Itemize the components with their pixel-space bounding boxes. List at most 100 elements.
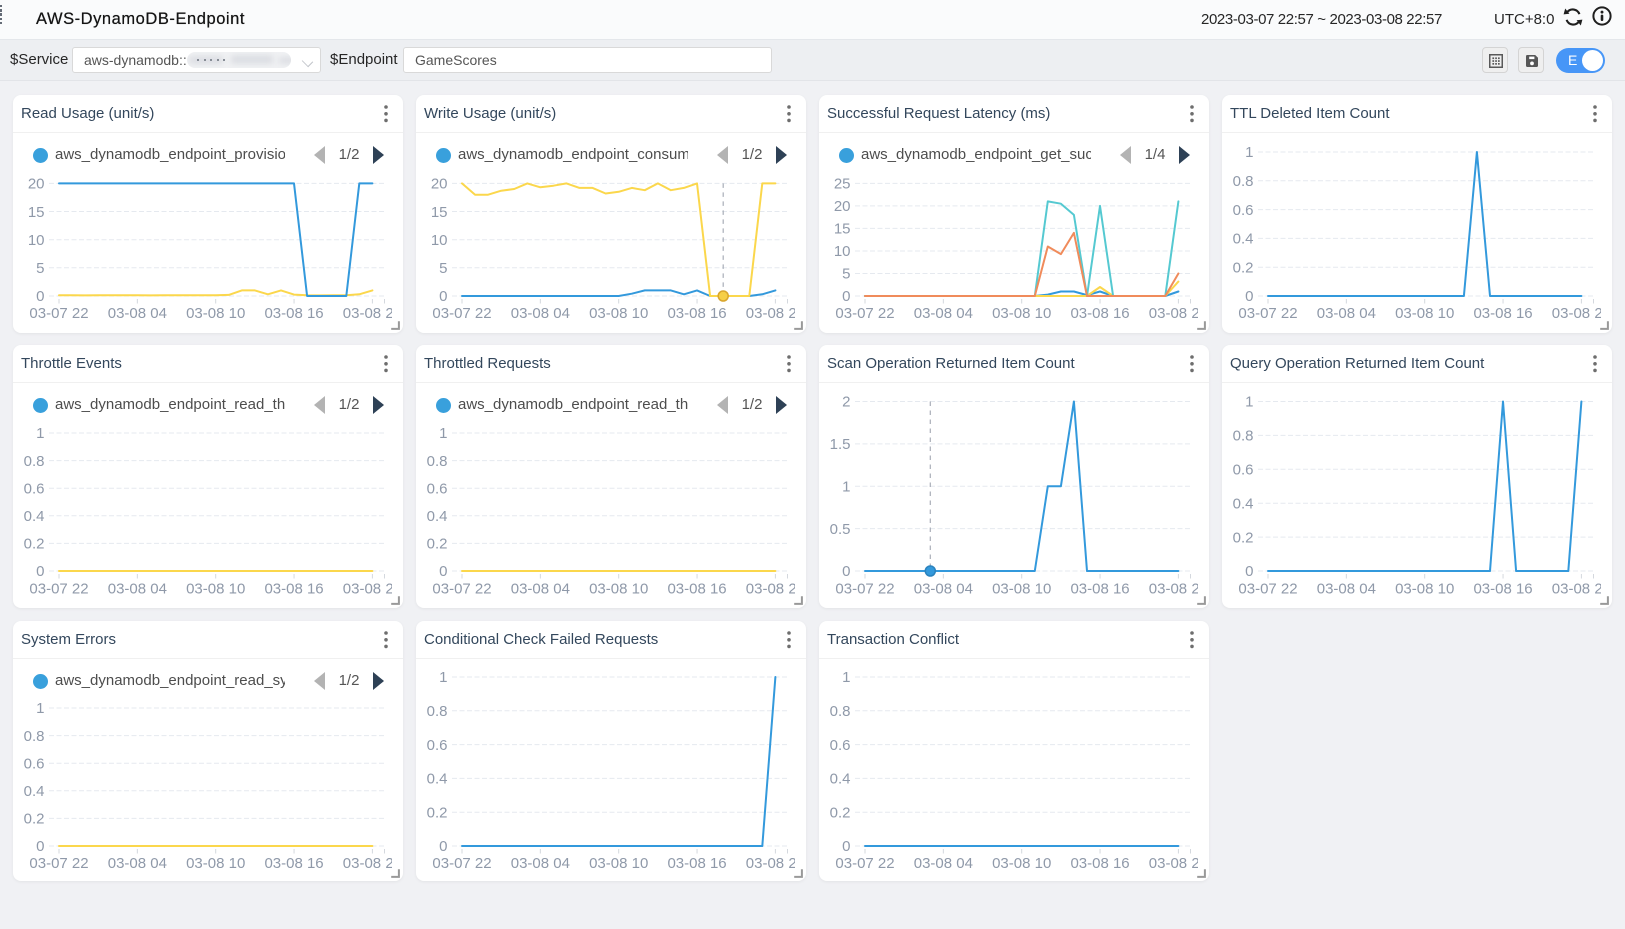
svg-text:0.2: 0.2 bbox=[830, 804, 851, 821]
svg-text:15: 15 bbox=[834, 221, 851, 238]
svg-text:0.2: 0.2 bbox=[24, 811, 45, 828]
svg-text:1: 1 bbox=[36, 425, 44, 442]
svg-text:10: 10 bbox=[431, 232, 448, 249]
svg-text:03-07 22: 03-07 22 bbox=[432, 855, 491, 872]
svg-text:0.4: 0.4 bbox=[830, 771, 851, 788]
svg-text:03-08 10: 03-08 10 bbox=[589, 855, 648, 872]
svg-text:03-08 22: 03-08 22 bbox=[1149, 581, 1198, 598]
svg-text:0.8: 0.8 bbox=[427, 453, 448, 470]
svg-text:03-08 04: 03-08 04 bbox=[108, 855, 167, 872]
svg-text:03-08 16: 03-08 16 bbox=[1070, 581, 1129, 598]
svg-text:1: 1 bbox=[36, 700, 44, 717]
svg-text:0.4: 0.4 bbox=[1233, 495, 1254, 512]
svg-text:0.8: 0.8 bbox=[24, 453, 45, 470]
svg-text:0: 0 bbox=[842, 563, 850, 580]
svg-text:2: 2 bbox=[842, 394, 850, 411]
svg-text:03-08 22: 03-08 22 bbox=[343, 305, 392, 322]
svg-text:03-08 10: 03-08 10 bbox=[589, 581, 648, 598]
svg-text:03-07 22: 03-07 22 bbox=[432, 305, 491, 322]
svg-text:10: 10 bbox=[834, 243, 851, 260]
svg-text:03-07 22: 03-07 22 bbox=[432, 581, 491, 598]
svg-text:03-08 16: 03-08 16 bbox=[1473, 581, 1532, 598]
svg-text:0.4: 0.4 bbox=[24, 508, 45, 525]
svg-text:0.2: 0.2 bbox=[427, 804, 448, 821]
svg-text:03-08 10: 03-08 10 bbox=[186, 305, 245, 322]
svg-text:15: 15 bbox=[28, 204, 45, 221]
svg-text:0.2: 0.2 bbox=[1233, 529, 1254, 546]
svg-text:03-08 22: 03-08 22 bbox=[1552, 305, 1601, 322]
svg-text:03-07 22: 03-07 22 bbox=[835, 305, 894, 322]
svg-text:03-08 16: 03-08 16 bbox=[1070, 305, 1129, 322]
svg-text:0.2: 0.2 bbox=[427, 536, 448, 553]
svg-text:03-08 16: 03-08 16 bbox=[1473, 305, 1532, 322]
svg-text:0: 0 bbox=[439, 838, 447, 855]
svg-text:0.6: 0.6 bbox=[830, 737, 851, 754]
svg-text:5: 5 bbox=[439, 260, 447, 277]
svg-text:0.5: 0.5 bbox=[830, 521, 851, 538]
svg-text:03-07 22: 03-07 22 bbox=[29, 581, 88, 598]
svg-text:0.2: 0.2 bbox=[24, 536, 45, 553]
svg-text:0.8: 0.8 bbox=[1233, 173, 1254, 190]
svg-text:03-08 22: 03-08 22 bbox=[746, 581, 795, 598]
svg-text:03-08 16: 03-08 16 bbox=[667, 581, 726, 598]
svg-text:0: 0 bbox=[439, 288, 447, 305]
svg-text:25: 25 bbox=[834, 176, 851, 193]
svg-text:1: 1 bbox=[1245, 144, 1253, 161]
svg-text:03-08 22: 03-08 22 bbox=[343, 855, 392, 872]
svg-text:03-07 22: 03-07 22 bbox=[1238, 581, 1297, 598]
svg-text:03-08 04: 03-08 04 bbox=[914, 855, 973, 872]
svg-text:0.4: 0.4 bbox=[24, 783, 45, 800]
svg-text:03-08 10: 03-08 10 bbox=[992, 305, 1051, 322]
svg-text:0: 0 bbox=[842, 288, 850, 305]
svg-text:03-08 04: 03-08 04 bbox=[1317, 305, 1376, 322]
svg-text:1: 1 bbox=[439, 669, 447, 686]
svg-text:03-08 22: 03-08 22 bbox=[1552, 581, 1601, 598]
svg-text:03-07 22: 03-07 22 bbox=[1238, 305, 1297, 322]
svg-text:1.5: 1.5 bbox=[830, 436, 851, 453]
svg-text:1: 1 bbox=[842, 478, 850, 495]
svg-text:03-08 04: 03-08 04 bbox=[108, 305, 167, 322]
svg-text:03-08 16: 03-08 16 bbox=[667, 305, 726, 322]
svg-text:15: 15 bbox=[431, 204, 448, 221]
svg-text:03-08 16: 03-08 16 bbox=[264, 581, 323, 598]
svg-text:03-07 22: 03-07 22 bbox=[835, 855, 894, 872]
svg-text:0.4: 0.4 bbox=[427, 508, 448, 525]
svg-text:0.4: 0.4 bbox=[427, 771, 448, 788]
svg-text:5: 5 bbox=[36, 260, 44, 277]
svg-text:0: 0 bbox=[1245, 288, 1253, 305]
svg-text:03-08 16: 03-08 16 bbox=[264, 305, 323, 322]
svg-text:1: 1 bbox=[842, 669, 850, 686]
svg-text:03-08 04: 03-08 04 bbox=[1317, 581, 1376, 598]
svg-text:03-08 04: 03-08 04 bbox=[914, 305, 973, 322]
svg-text:10: 10 bbox=[28, 232, 45, 249]
svg-text:0.2: 0.2 bbox=[1233, 259, 1254, 276]
svg-text:0.8: 0.8 bbox=[830, 703, 851, 720]
svg-text:03-08 16: 03-08 16 bbox=[1070, 855, 1129, 872]
svg-text:03-08 10: 03-08 10 bbox=[589, 305, 648, 322]
svg-text:03-08 22: 03-08 22 bbox=[1149, 305, 1198, 322]
svg-text:03-08 04: 03-08 04 bbox=[511, 581, 570, 598]
svg-text:03-08 10: 03-08 10 bbox=[992, 855, 1051, 872]
svg-text:0: 0 bbox=[36, 288, 44, 305]
svg-text:0.6: 0.6 bbox=[427, 480, 448, 497]
svg-text:03-07 22: 03-07 22 bbox=[835, 581, 894, 598]
svg-text:20: 20 bbox=[28, 176, 45, 193]
svg-text:0: 0 bbox=[36, 838, 44, 855]
svg-text:03-08 10: 03-08 10 bbox=[992, 581, 1051, 598]
svg-text:0.6: 0.6 bbox=[1233, 202, 1254, 219]
svg-text:1: 1 bbox=[1245, 394, 1253, 411]
svg-text:03-08 04: 03-08 04 bbox=[511, 855, 570, 872]
svg-text:03-08 10: 03-08 10 bbox=[1395, 581, 1454, 598]
svg-text:5: 5 bbox=[842, 266, 850, 283]
svg-text:0: 0 bbox=[842, 838, 850, 855]
svg-text:03-08 22: 03-08 22 bbox=[1149, 855, 1198, 872]
svg-text:03-08 04: 03-08 04 bbox=[108, 581, 167, 598]
svg-text:03-08 04: 03-08 04 bbox=[511, 305, 570, 322]
svg-text:03-08 10: 03-08 10 bbox=[1395, 305, 1454, 322]
svg-text:03-08 22: 03-08 22 bbox=[746, 305, 795, 322]
svg-text:0: 0 bbox=[1245, 563, 1253, 580]
svg-text:03-08 04: 03-08 04 bbox=[914, 581, 973, 598]
svg-text:20: 20 bbox=[834, 198, 851, 215]
svg-text:0: 0 bbox=[439, 563, 447, 580]
svg-text:0: 0 bbox=[36, 563, 44, 580]
